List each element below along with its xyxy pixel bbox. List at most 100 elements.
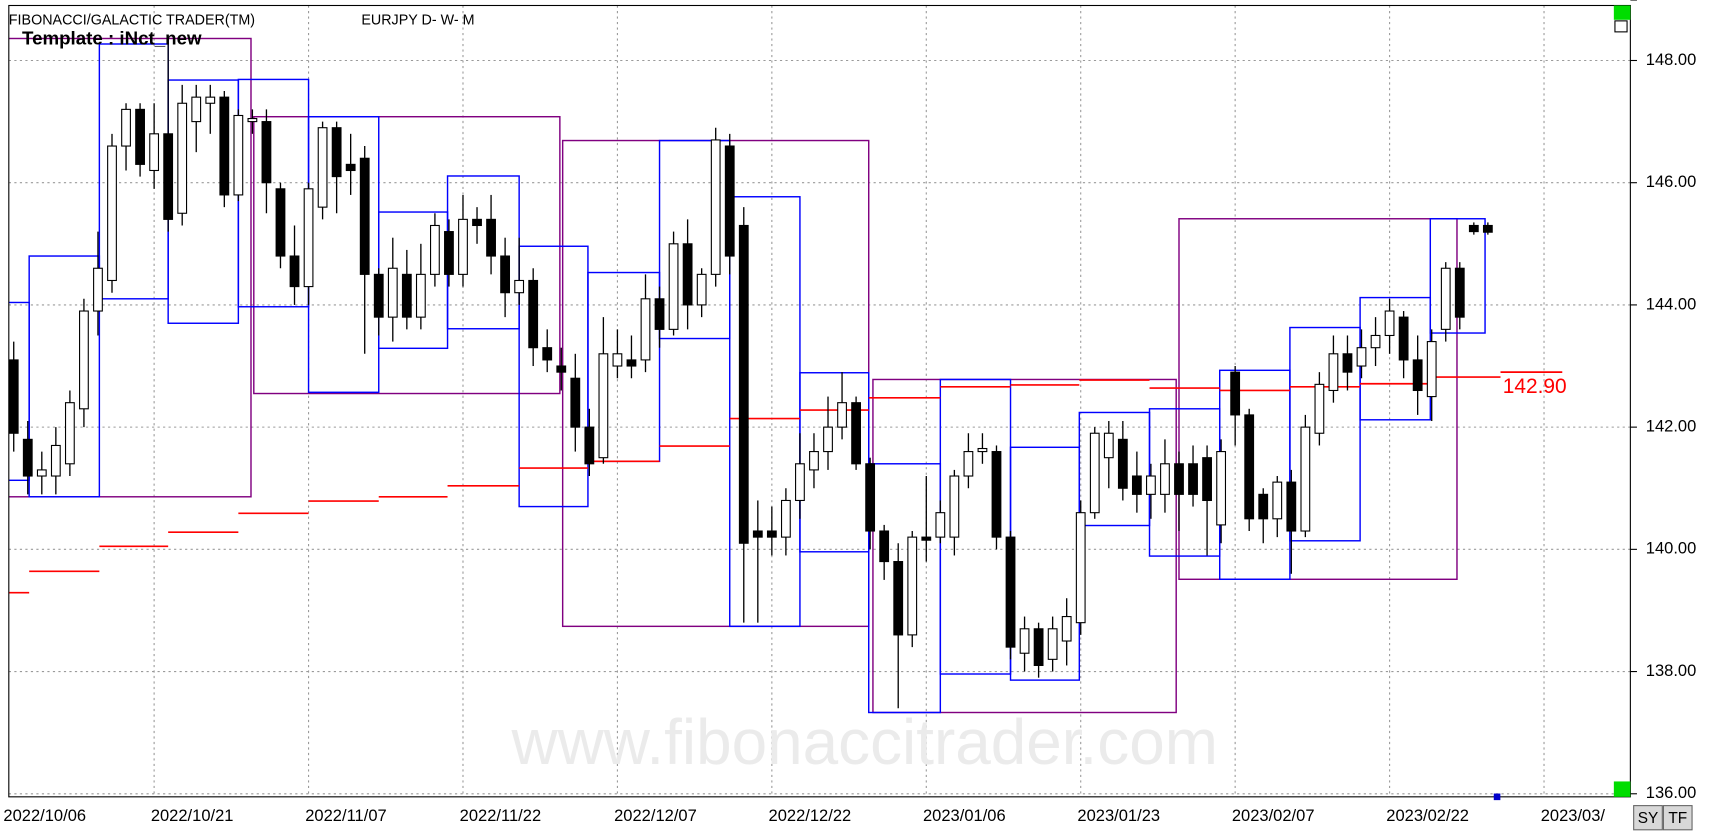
candle-body <box>640 298 651 361</box>
candle-body <box>752 530 763 538</box>
candle-body <box>542 347 553 361</box>
candle-body <box>135 108 145 165</box>
candle-body <box>654 298 665 330</box>
candle-body <box>93 267 103 312</box>
x-tick-label: 2022/11/22 <box>460 807 541 825</box>
candle-body <box>345 163 356 172</box>
candle-body <box>1061 616 1072 642</box>
candle-body <box>1412 359 1423 392</box>
candle-body <box>415 273 426 318</box>
candle-body <box>8 359 19 434</box>
candle-body <box>1244 414 1255 520</box>
candle-body <box>1398 316 1409 361</box>
candle-body <box>1188 463 1198 495</box>
y-tick-label: 140.00 <box>1646 540 1697 558</box>
candle-body <box>598 353 609 459</box>
candle-body <box>584 426 595 465</box>
plot-area: 142.90 <box>8 37 1567 714</box>
corner-marker <box>1613 781 1631 797</box>
candle-body <box>430 224 440 275</box>
candle-body <box>837 402 847 428</box>
candle-body <box>177 102 188 214</box>
candle-body <box>780 499 791 538</box>
candle-body <box>303 188 314 288</box>
range-box <box>1429 218 1486 334</box>
candle-body <box>486 218 496 257</box>
candle-body <box>36 469 47 477</box>
candle-body <box>205 96 216 104</box>
candle-body <box>556 365 567 373</box>
candle-body <box>823 426 833 453</box>
button[interactable] <box>1633 805 1663 831</box>
candle-body <box>570 377 581 428</box>
candle-body <box>163 133 174 220</box>
x-tick-label: 2023/02/22 <box>1386 807 1469 825</box>
candle-body <box>1468 224 1479 233</box>
candle-body <box>50 444 61 477</box>
candle-body <box>1103 432 1114 459</box>
candle-body <box>1356 347 1367 367</box>
y-tick-label: 146.00 <box>1646 173 1697 191</box>
plot-border <box>8 4 1631 798</box>
candle-body <box>247 117 258 123</box>
candle-body <box>261 121 272 184</box>
range-box <box>28 255 101 498</box>
candle-body <box>907 536 918 636</box>
candle-body <box>107 145 117 282</box>
range-box <box>8 37 252 498</box>
candle-body <box>458 218 468 275</box>
x-tick-label: 2022/12/22 <box>769 807 852 825</box>
range-box <box>1289 326 1361 542</box>
candle-body <box>1117 438 1128 489</box>
candle-body <box>612 353 623 367</box>
x-tick-label: 2022/10/21 <box>151 807 234 825</box>
candle-body <box>1033 628 1044 666</box>
candle-body <box>233 114 244 196</box>
time-marker <box>1493 793 1501 801</box>
candle-body <box>1202 457 1212 502</box>
candle-body <box>401 273 412 318</box>
y-tick-label: 136.00 <box>1646 784 1697 802</box>
watermark: www.fibonaccitrader.com <box>511 706 1218 778</box>
range-box <box>1178 218 1458 581</box>
x-tick-label: 2022/12/07 <box>614 807 697 825</box>
candle-body <box>1005 536 1016 648</box>
candle-body <box>1426 341 1437 398</box>
candle-body <box>795 463 805 502</box>
candle-body <box>387 267 398 318</box>
candle-body <box>1482 224 1493 233</box>
x-tick-label: 2022/10/06 <box>3 807 86 825</box>
candle-body <box>359 157 370 275</box>
candle-body <box>1440 267 1451 330</box>
level-label: 142.90 <box>1503 375 1567 398</box>
candle-body <box>1146 475 1156 495</box>
candle-body <box>1328 353 1339 392</box>
x-tick-label: 2023/03/ <box>1541 807 1606 825</box>
range-box <box>872 378 1177 714</box>
candle-body <box>79 310 89 410</box>
template-label: Template : iNct_new <box>22 28 202 49</box>
candle-body <box>696 273 707 306</box>
candle-body <box>1216 451 1227 526</box>
candle-body <box>963 451 974 477</box>
candle-body <box>921 536 932 541</box>
button[interactable] <box>1662 805 1693 831</box>
candle-body <box>1160 463 1170 495</box>
button-label[interactable]: SY <box>1638 810 1659 827</box>
candle-body <box>528 279 539 349</box>
candle-body <box>1370 334 1381 349</box>
candle-body <box>1089 432 1100 514</box>
candle-body <box>724 145 735 257</box>
candle-body <box>1258 493 1269 520</box>
x-tick-label: 2023/01/06 <box>923 807 1006 825</box>
candle-body <box>893 561 904 636</box>
candle-body <box>149 133 160 172</box>
candle-body <box>682 243 693 306</box>
button-label[interactable]: TF <box>1668 810 1687 827</box>
candle-body <box>809 451 819 471</box>
candle-body <box>500 255 511 294</box>
corner-box <box>1614 20 1628 33</box>
candle-body <box>1230 371 1241 416</box>
